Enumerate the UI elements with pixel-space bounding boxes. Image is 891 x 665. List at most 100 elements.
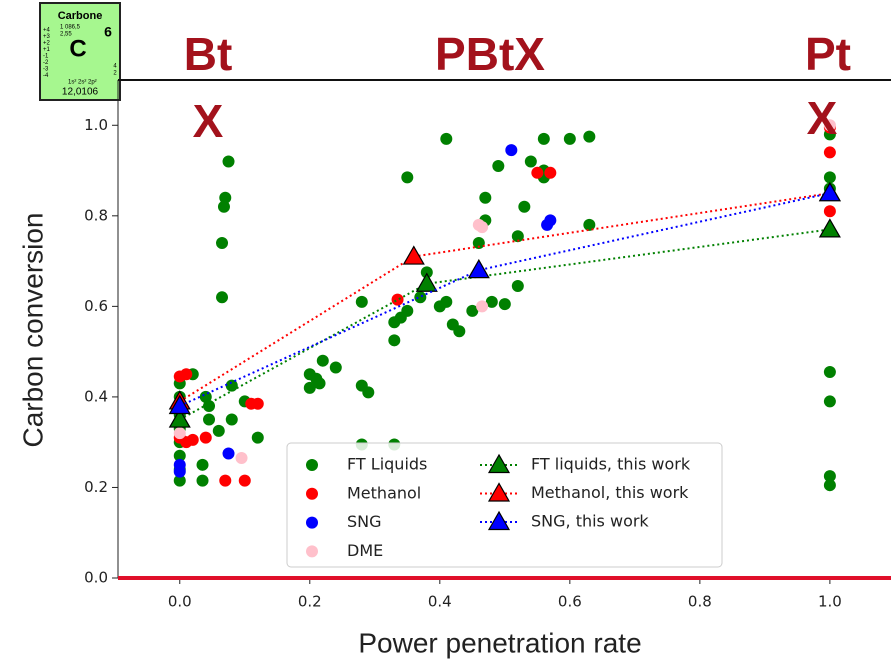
legend-marker <box>487 453 511 474</box>
point <box>537 132 550 145</box>
x-tick-label: 0.6 <box>558 593 582 611</box>
x-tick-label: 0.4 <box>428 593 452 611</box>
legend-marker <box>487 510 511 531</box>
x-tick-label: 1.0 <box>818 593 842 611</box>
point <box>414 291 427 304</box>
element-configuration: 1s² 2s² 2p² <box>68 80 97 86</box>
point <box>355 295 368 308</box>
y-tick-label: 0.8 <box>84 206 108 224</box>
legend-marker <box>306 459 318 471</box>
element-tile <box>39 2 121 101</box>
point <box>216 236 229 249</box>
point <box>524 155 537 168</box>
element-oxidation: -3 <box>43 67 49 73</box>
point <box>476 221 489 234</box>
point <box>440 132 453 145</box>
triangle-marker <box>402 245 425 265</box>
point <box>485 295 498 308</box>
series-line <box>179 192 831 403</box>
legend-label: Methanol, this work <box>531 483 689 502</box>
point <box>388 334 401 347</box>
point <box>823 171 836 184</box>
element-name: Carbone <box>58 10 103 22</box>
point <box>823 146 836 159</box>
overlay-label: X <box>807 92 838 144</box>
y-axis-label: Carbon conversion <box>17 212 48 447</box>
x-axis-label: Power penetration rate <box>358 627 641 658</box>
legend <box>286 442 723 568</box>
point <box>186 433 199 446</box>
point <box>583 218 596 231</box>
point <box>823 366 836 379</box>
point <box>823 479 836 492</box>
point <box>173 449 186 462</box>
point <box>225 413 238 426</box>
triangle-marker <box>818 181 841 202</box>
point <box>823 119 836 132</box>
y-tick-label: 0.0 <box>84 569 108 587</box>
point <box>401 304 414 317</box>
legend-marker <box>487 482 511 502</box>
overlay-label: PBtX <box>435 28 545 80</box>
point <box>222 447 235 460</box>
legend-label: DME <box>347 541 383 560</box>
element-symbol: C <box>69 35 86 62</box>
point <box>203 413 216 426</box>
element-mass: 12,0106 <box>62 87 99 98</box>
y-tick-label: 0.6 <box>84 297 108 315</box>
point <box>531 166 544 179</box>
point <box>544 166 557 179</box>
point <box>823 470 836 483</box>
point <box>219 191 232 204</box>
point <box>420 266 433 279</box>
point <box>472 236 485 249</box>
overlay-label: Bt <box>184 28 233 80</box>
point <box>401 171 414 184</box>
element-oxidation: -2 <box>43 60 49 66</box>
point <box>511 279 524 292</box>
point <box>391 293 404 306</box>
legend-label: FT liquids, this work <box>531 455 691 474</box>
legend-marker <box>306 545 318 558</box>
element-oxidation: +4 <box>43 28 51 34</box>
legend-marker <box>306 487 318 500</box>
legend-label: Methanol <box>347 483 421 502</box>
point <box>453 325 466 338</box>
point <box>251 397 264 410</box>
point <box>173 427 186 440</box>
point <box>329 361 342 374</box>
point <box>823 205 836 218</box>
point <box>251 431 264 444</box>
element-oxidation: -1 <box>43 54 49 60</box>
point <box>196 458 209 471</box>
point <box>225 379 238 392</box>
triangle-marker <box>467 258 490 279</box>
x-tick-label: 0.2 <box>298 593 322 611</box>
element-shell: 2 <box>113 71 117 77</box>
point <box>196 474 209 487</box>
triangle-marker <box>415 272 438 292</box>
point <box>303 381 316 394</box>
point <box>212 424 225 437</box>
point <box>180 368 193 381</box>
overlay-label: X <box>193 95 224 147</box>
point <box>199 390 212 403</box>
x-tick-label: 0.8 <box>688 593 712 611</box>
y-tick-label: 1.0 <box>84 116 108 134</box>
point <box>505 144 518 157</box>
element-oxidation: +1 <box>43 47 51 53</box>
point <box>492 160 505 173</box>
point <box>362 386 375 399</box>
point <box>217 200 230 213</box>
point <box>216 291 229 304</box>
point <box>173 465 186 478</box>
point <box>479 191 492 204</box>
point <box>823 395 836 408</box>
point <box>544 214 557 227</box>
point <box>498 298 511 311</box>
point <box>511 230 524 243</box>
point <box>222 155 235 168</box>
point <box>476 300 489 313</box>
series-line <box>179 228 831 421</box>
legend-label: FT Liquids <box>347 455 427 474</box>
